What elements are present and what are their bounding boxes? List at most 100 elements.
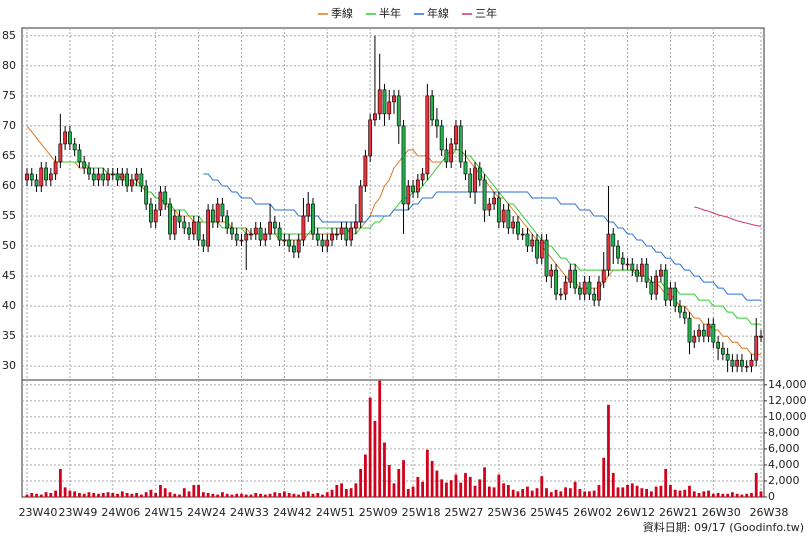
candle-body: [420, 173, 425, 181]
volume-bar: [564, 487, 567, 497]
candle-body: [220, 203, 225, 217]
candle-body: [225, 215, 230, 229]
volume-bar: [497, 474, 501, 497]
volume-bar: [435, 470, 439, 497]
candle-body: [639, 263, 644, 277]
candle-body: [230, 227, 234, 235]
volume-bar: [316, 492, 320, 497]
volume-bar: [678, 490, 682, 497]
candle-body: [611, 233, 616, 247]
candle-body: [649, 281, 654, 295]
x-tick-label: 26W38: [750, 506, 789, 519]
candle-body: [582, 281, 587, 295]
candle-body: [34, 179, 39, 187]
x-tick-label: 24W06: [101, 506, 140, 519]
ma-line: [203, 173, 761, 301]
x-tick-label: 25W09: [359, 506, 398, 519]
candle-body: [334, 233, 339, 236]
volume-bar: [173, 493, 177, 497]
volume-bar: [402, 460, 405, 497]
candle-body: [315, 233, 320, 241]
candle-body: [558, 293, 563, 296]
candle-body: [444, 149, 449, 163]
volume-bar: [416, 476, 420, 497]
candle-body: [692, 335, 697, 343]
candle-body: [292, 245, 296, 253]
volume-bar: [440, 479, 444, 497]
volume-bar: [235, 493, 239, 497]
x-tick-label: 24W24: [187, 506, 226, 519]
volume-bar: [716, 492, 720, 497]
volume-bar: [349, 488, 353, 497]
volume-bar: [159, 484, 162, 497]
volume-bar: [750, 492, 753, 497]
volume-bar: [35, 493, 38, 497]
candle-body: [496, 197, 501, 223]
candle-body: [654, 275, 659, 295]
x-tick-label: 24W51: [316, 506, 355, 519]
volume-bar: [387, 464, 391, 497]
volume-bar: [540, 476, 544, 497]
candle-body: [720, 347, 725, 355]
candle-body: [682, 311, 687, 319]
volume-bar: [373, 420, 377, 497]
candle-body: [449, 143, 454, 163]
candle-body: [535, 239, 539, 259]
volume-bar: [63, 487, 67, 497]
candle-body: [382, 89, 387, 115]
volume-bar: [554, 489, 558, 497]
candle-body: [311, 203, 315, 235]
candle-body: [625, 263, 630, 266]
candle-body: [463, 161, 468, 175]
candle-body: [368, 119, 373, 157]
volume-bar: [340, 483, 343, 497]
volume-bar: [602, 457, 606, 497]
candle-body: [430, 95, 435, 121]
volume-bar: [278, 492, 282, 497]
volume-bar: [721, 493, 725, 497]
candle-body: [206, 209, 211, 247]
x-tick-label: 26W21: [659, 506, 698, 519]
candle-body: [673, 287, 678, 307]
volume-bar: [87, 492, 91, 497]
y2-tick-label: 14,000: [768, 378, 807, 391]
candle-body: [635, 269, 639, 277]
volume-bar: [597, 484, 601, 497]
volume-bar: [368, 397, 372, 497]
volume-bar: [487, 486, 491, 497]
volume-bar: [397, 468, 401, 497]
candle-body: [172, 215, 177, 235]
y-tick-label: 35: [2, 329, 16, 342]
candle-body: [153, 209, 158, 223]
volume-bar: [101, 492, 105, 497]
candle-body: [277, 227, 282, 241]
volume-bar: [454, 474, 458, 497]
candle-body: [77, 149, 82, 163]
volume-bar: [654, 486, 658, 497]
volume-bar: [187, 491, 191, 497]
volume-bar: [669, 484, 672, 497]
volume-bar: [149, 489, 153, 497]
volume-bar: [125, 492, 129, 497]
candle-body: [67, 131, 72, 145]
y-tick-label: 30: [2, 359, 16, 372]
volume-bar: [406, 488, 410, 497]
y2-tick-label: 10,000: [768, 410, 807, 423]
candle-body: [754, 335, 759, 361]
volume-bar: [616, 487, 620, 497]
volume-bar: [697, 492, 701, 497]
candle-body: [182, 221, 187, 229]
x-tick-label: 25W18: [402, 506, 441, 519]
y2-tick-label: 0: [768, 490, 775, 503]
x-tick-label: 24W42: [273, 506, 312, 519]
candle-body: [39, 167, 44, 187]
volume-bar: [268, 493, 272, 497]
volume-bar: [111, 492, 115, 497]
volume-bar: [168, 492, 172, 497]
volume-bar: [588, 491, 591, 497]
volume-bar: [321, 494, 324, 497]
candle-body: [129, 179, 134, 187]
candle-body: [525, 233, 530, 247]
candle-body: [501, 209, 506, 223]
candle-body: [520, 233, 525, 236]
